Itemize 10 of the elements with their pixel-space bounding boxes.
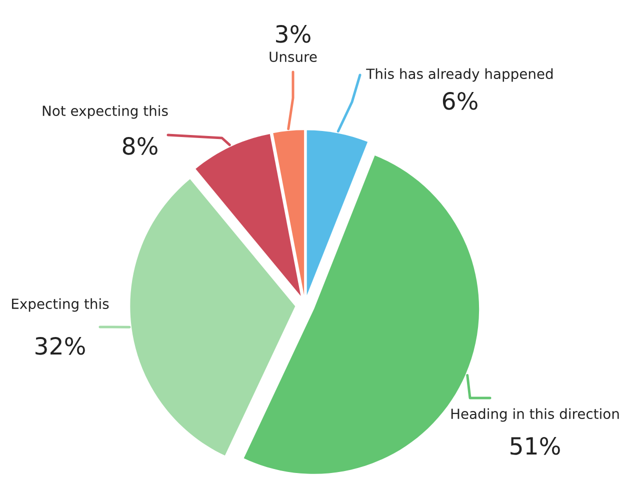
data-label: 6%	[442, 92, 478, 110]
slice-label: Heading in this direction	[451, 408, 619, 422]
slice-label: Expecting this	[12, 298, 109, 312]
data-label: 32%	[36, 336, 85, 355]
data-label: 51%	[510, 436, 560, 455]
slice-label: This has already happened	[366, 68, 553, 82]
slice-label: Unsure	[270, 52, 317, 62]
data-label: 3%	[276, 24, 310, 43]
data-label: 8%	[122, 136, 158, 155]
slice-label: Not expecting this	[42, 105, 168, 119]
